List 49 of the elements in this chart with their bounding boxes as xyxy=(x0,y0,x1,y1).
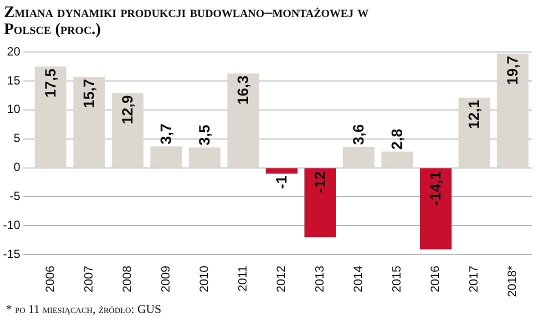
y-tick-label: -10 xyxy=(3,218,21,232)
x-tick-label: 2006 xyxy=(42,265,57,292)
data-label: 12,1 xyxy=(466,100,484,129)
data-label: 3,5 xyxy=(196,124,214,146)
x-tick-label: 2008 xyxy=(120,265,134,292)
data-label: 3,6 xyxy=(350,124,368,145)
bar xyxy=(188,148,220,168)
x-tick-label: 2014 xyxy=(351,265,366,292)
data-label: 16,3 xyxy=(235,75,252,105)
x-tick-label: 2007 xyxy=(81,265,96,292)
chart-title: Zmiana dynamiki produkcji budowlano–montażowej w Polsce (proc.) xyxy=(3,3,370,38)
y-tick-label: -15 xyxy=(3,246,21,261)
data-label: -14,1 xyxy=(428,171,445,206)
x-tick-label: 2011 xyxy=(235,265,250,292)
y-tick-label: 5 xyxy=(14,131,21,146)
x-tick-label: 2018* xyxy=(505,265,520,298)
x-tick-label: 2009 xyxy=(158,265,172,292)
bar xyxy=(304,168,336,238)
y-tick-label: 15 xyxy=(6,73,21,88)
bar xyxy=(458,98,490,168)
x-tick-label: 2010 xyxy=(196,265,211,292)
x-tick-label: 2015 xyxy=(390,265,404,292)
bar xyxy=(266,168,298,174)
data-label: 2,8 xyxy=(389,128,406,150)
data-label: 17,5 xyxy=(42,68,60,98)
y-tick-label: -5 xyxy=(10,189,21,204)
y-tick-label: 10 xyxy=(6,102,21,116)
bar xyxy=(342,146,374,168)
bar xyxy=(227,73,259,168)
bar xyxy=(420,168,452,250)
bar xyxy=(496,54,529,168)
bar xyxy=(381,152,413,168)
x-tick-label: 2012 xyxy=(274,265,288,292)
x-tick-label: 2017 xyxy=(466,265,481,292)
bar xyxy=(150,146,182,168)
data-label: 3,7 xyxy=(158,124,176,144)
data-label: -12 xyxy=(312,171,330,193)
data-label: 15,7 xyxy=(81,78,98,108)
text: * po 11 miesiącach, źródło: GUS xyxy=(5,301,162,318)
bar xyxy=(34,66,66,168)
y-tick-label: 0 xyxy=(14,160,21,174)
bar xyxy=(73,76,105,168)
x-tick-label: 2013 xyxy=(312,265,326,292)
data-label: 12,9 xyxy=(120,95,137,124)
bar xyxy=(112,93,144,168)
data-label: -1 xyxy=(274,176,291,189)
data-label: 19,7 xyxy=(504,56,522,85)
y-tick-label: 20 xyxy=(6,44,21,58)
x-tick-label: 2016 xyxy=(428,265,442,292)
